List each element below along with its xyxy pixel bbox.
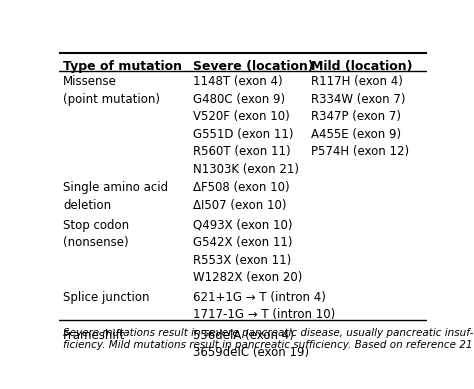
Text: Splice junction: Splice junction [63, 291, 149, 304]
Text: 621+1G → T (intron 4)
1717-1G → T (intron 10): 621+1G → T (intron 4) 1717-1G → T (intro… [193, 291, 336, 321]
Text: Severe mutations result in severe pancreatic disease, usually pancreatic insuf-
: Severe mutations result in severe pancre… [63, 328, 474, 350]
Text: R117H (exon 4)
R334W (exon 7)
R347P (exon 7)
A455E (exon 9)
P574H (exon 12): R117H (exon 4) R334W (exon 7) R347P (exo… [311, 75, 409, 158]
Text: Missense
(point mutation): Missense (point mutation) [63, 75, 160, 106]
Text: Q493X (exon 10)
G542X (exon 11)
R553X (exon 11)
W1282X (exon 20): Q493X (exon 10) G542X (exon 11) R553X (e… [193, 219, 303, 284]
Text: 556delA (exon 4)
3659delC (exon 19): 556delA (exon 4) 3659delC (exon 19) [193, 329, 310, 359]
Text: Severe (location): Severe (location) [193, 60, 314, 73]
Text: Stop codon
(nonsense): Stop codon (nonsense) [63, 219, 129, 249]
Text: ΔF508 (exon 10)
ΔI507 (exon 10): ΔF508 (exon 10) ΔI507 (exon 10) [193, 181, 290, 212]
Text: 1148T (exon 4)
G480C (exon 9)
V520F (exon 10)
G551D (exon 11)
R560T (exon 11)
N1: 1148T (exon 4) G480C (exon 9) V520F (exo… [193, 75, 300, 176]
Text: Mild (location): Mild (location) [311, 60, 412, 73]
Text: Single amino acid
deletion: Single amino acid deletion [63, 181, 168, 212]
Text: Type of mutation: Type of mutation [63, 60, 182, 73]
Text: Frameshift: Frameshift [63, 329, 125, 342]
